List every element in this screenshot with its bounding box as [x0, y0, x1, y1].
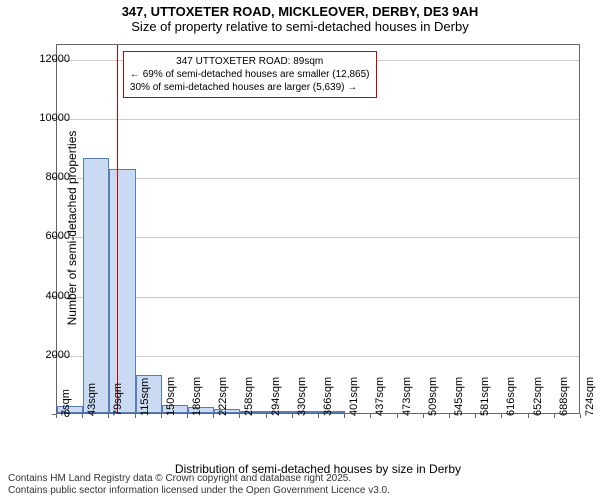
x-tick-label: 258sqm [243, 377, 255, 416]
x-tick-label: 150sqm [165, 377, 177, 416]
x-tick-label: 473sqm [401, 377, 413, 416]
x-tickmark [554, 414, 555, 418]
x-tick-label: 366sqm [322, 377, 334, 416]
x-tick-label: 616sqm [505, 377, 517, 416]
x-tick-label: 581sqm [479, 377, 491, 416]
x-tick-label: 437sqm [374, 377, 386, 416]
x-tick-label: 688sqm [558, 377, 570, 416]
x-tick-label: 401sqm [348, 377, 360, 416]
x-tick-label: 330sqm [296, 377, 308, 416]
annotation-line: ← 69% of semi-detached houses are smalle… [130, 68, 370, 81]
x-tickmark [370, 414, 371, 418]
x-tick-label: 724sqm [584, 377, 596, 416]
gridline [57, 119, 579, 120]
x-tickmark [344, 414, 345, 418]
x-tickmark [397, 414, 398, 418]
x-tickmark [501, 414, 502, 418]
x-tick-label: 79sqm [112, 383, 124, 416]
y-tick-label: 12000 [30, 53, 70, 65]
x-tickmark [266, 414, 267, 418]
title-line1: 347, UTTOXETER ROAD, MICKLEOVER, DERBY, … [0, 0, 600, 19]
x-tickmark [213, 414, 214, 418]
x-tickmark [449, 414, 450, 418]
title-line2: Size of property relative to semi-detach… [0, 19, 600, 34]
histogram-bar [83, 158, 109, 413]
x-tickmark [161, 414, 162, 418]
footer-line2: Contains public sector information licen… [8, 485, 390, 496]
footer-line1: Contains HM Land Registry data © Crown c… [8, 473, 351, 484]
x-tick-label: 652sqm [532, 377, 544, 416]
x-tickmark [239, 414, 240, 418]
x-tick-label: 222sqm [217, 377, 229, 416]
annotation-line: 347 UTTOXETER ROAD: 89sqm [130, 55, 370, 68]
x-tickmark [580, 414, 581, 418]
chart-container: 347, UTTOXETER ROAD, MICKLEOVER, DERBY, … [0, 0, 600, 500]
x-tick-label: 186sqm [191, 377, 203, 416]
x-tickmark [528, 414, 529, 418]
x-tick-label: 509sqm [427, 377, 439, 416]
x-tickmark [292, 414, 293, 418]
reference-line [117, 45, 118, 413]
x-tick-label: 545sqm [453, 377, 465, 416]
annotation-box: 347 UTTOXETER ROAD: 89sqm← 69% of semi-d… [123, 51, 377, 98]
x-tick-label: 43sqm [86, 383, 98, 416]
y-tick-label: 2000 [30, 349, 70, 361]
y-tick-label: 4000 [30, 290, 70, 302]
x-tickmark [318, 414, 319, 418]
x-tickmark [82, 414, 83, 418]
y-axis-label: Number of semi-detached properties [65, 118, 79, 338]
y-tick-label: 8000 [30, 171, 70, 183]
x-tickmark [187, 414, 188, 418]
histogram-bar [109, 169, 135, 413]
annotation-line: 30% of semi-detached houses are larger (… [130, 81, 370, 94]
x-tick-label: 115sqm [139, 378, 151, 416]
y-tick-label: 10000 [30, 112, 70, 124]
x-tickmark [108, 414, 109, 418]
x-tick-label: 294sqm [270, 377, 282, 416]
y-tick-label: 6000 [30, 230, 70, 242]
plot-area: 347 UTTOXETER ROAD: 89sqm← 69% of semi-d… [56, 44, 580, 414]
y-tick-label: 0 [30, 408, 70, 420]
x-tickmark [423, 414, 424, 418]
chart-area: 347 UTTOXETER ROAD: 89sqm← 69% of semi-d… [56, 44, 580, 414]
x-tickmark [475, 414, 476, 418]
x-tickmark [135, 414, 136, 418]
